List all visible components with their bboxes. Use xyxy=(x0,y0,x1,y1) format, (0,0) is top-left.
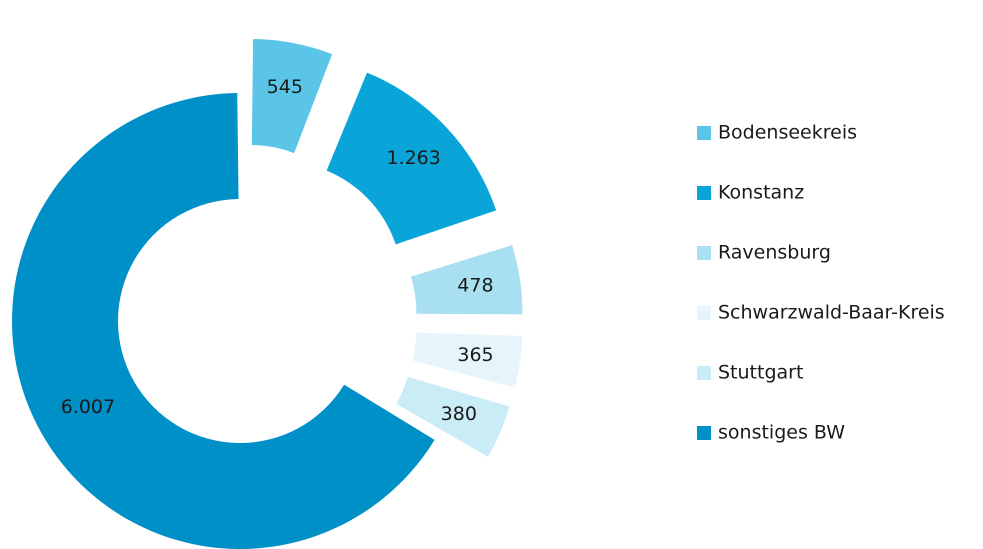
data-label: 365 xyxy=(457,344,493,366)
data-label: 380 xyxy=(441,403,477,425)
legend-swatch xyxy=(697,126,711,140)
legend-swatch xyxy=(697,366,711,380)
donut-segment xyxy=(412,332,523,388)
legend-label: Bodenseekreis xyxy=(718,122,857,144)
legend-swatch xyxy=(697,426,711,440)
data-label: 545 xyxy=(267,76,303,98)
donut-segment xyxy=(251,39,333,154)
donut-segment xyxy=(12,93,435,549)
legend-swatch xyxy=(697,306,711,320)
donut-segment xyxy=(410,245,523,315)
legend-label: Schwarzwald-Baar-Kreis xyxy=(718,302,945,324)
legend-label: sonstiges BW xyxy=(718,422,845,444)
data-label: 1.263 xyxy=(386,147,440,169)
legend-label: Stuttgart xyxy=(718,362,803,384)
legend-swatch xyxy=(697,186,711,200)
data-label: 478 xyxy=(457,274,493,296)
legend-label: Ravensburg xyxy=(718,242,831,264)
donut-segment xyxy=(396,376,510,457)
legend-label: Konstanz xyxy=(718,182,804,204)
donut-segment xyxy=(326,72,497,245)
data-label: 6.007 xyxy=(61,396,115,418)
legend-swatch xyxy=(697,246,711,260)
